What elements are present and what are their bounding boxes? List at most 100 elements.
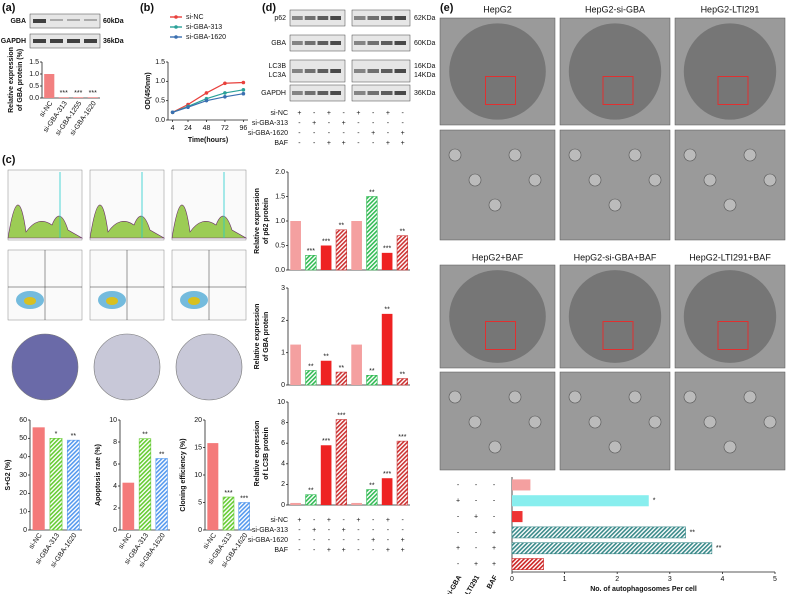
y-tick-label: 2 — [281, 317, 285, 324]
band — [317, 91, 329, 95]
x-tick-label: 72 — [221, 125, 229, 132]
significance: ** — [716, 545, 722, 552]
panel-label: (d) — [262, 2, 276, 14]
band — [381, 16, 393, 20]
colony-plate — [11, 333, 79, 401]
y-tick-label: 15 — [194, 444, 202, 451]
autophagosome — [588, 173, 602, 187]
y-tick-label: 10 — [19, 509, 27, 516]
significance: *** — [322, 438, 330, 445]
colony-plate — [175, 333, 243, 401]
significance: *** — [89, 90, 97, 97]
significance: *** — [240, 495, 248, 502]
bar — [366, 374, 378, 386]
y-axis-label: of GBA protein — [263, 312, 270, 362]
significance: *** — [337, 412, 345, 419]
image-title: HepG2+BAF — [472, 252, 524, 262]
band — [304, 91, 316, 95]
y-tick-label: 1.0 — [29, 71, 39, 78]
treatment-sign: - — [357, 140, 360, 147]
treatment-sign: + — [327, 110, 331, 117]
bar — [512, 511, 523, 523]
treatment-sign: - — [493, 498, 496, 505]
y-tick-label: 20 — [19, 490, 27, 497]
colony-plate — [93, 333, 161, 401]
cell — [449, 23, 546, 120]
x-tick-label: 4 — [720, 576, 724, 583]
y-tick-label: 2 — [113, 505, 117, 512]
band — [304, 16, 316, 20]
band — [367, 69, 379, 73]
bar — [238, 502, 250, 531]
autophagosome — [648, 415, 662, 429]
autophagosome — [608, 198, 622, 212]
blot-label: GBA — [10, 18, 26, 25]
treatment-sign: - — [298, 537, 301, 544]
significance: ** — [369, 482, 375, 489]
treatment-sign: - — [328, 120, 331, 127]
zoom-box — [717, 76, 749, 105]
panel-label: (b) — [140, 2, 154, 14]
bar — [335, 371, 348, 386]
band — [367, 41, 379, 45]
treatment-sign: + — [312, 120, 316, 127]
bar — [381, 478, 393, 505]
band — [381, 69, 393, 73]
y-axis-label: of p62 protein — [263, 198, 270, 244]
bar — [207, 443, 219, 530]
band — [50, 39, 63, 43]
autophagosome — [608, 440, 622, 454]
treatment-sign: - — [372, 527, 375, 534]
treatment-sign: + — [386, 547, 390, 554]
treatment-sign: + — [371, 537, 375, 544]
significance: ** — [159, 451, 165, 458]
bar — [320, 245, 332, 270]
treatment-sign: + — [456, 498, 460, 505]
x-tick-label: 24 — [184, 125, 192, 132]
y-tick-label: 60 — [19, 417, 27, 424]
x-tick-label: si-NC — [28, 532, 44, 550]
y-axis-label: of GBA protein (%) — [17, 49, 24, 111]
zoom-box — [602, 321, 634, 350]
treatment-sign: - — [328, 537, 331, 544]
autophagosome — [448, 390, 462, 404]
band — [317, 16, 329, 20]
band — [330, 16, 341, 20]
significance: *** — [224, 490, 232, 497]
treatment-sign: + — [356, 517, 360, 524]
panel-label: (c) — [2, 154, 16, 166]
treatment-sign: - — [298, 130, 301, 137]
autophagosome — [628, 390, 642, 404]
y-tick-label: 50 — [19, 435, 27, 442]
image-title: HepG2-LTI291+BAF — [689, 252, 771, 262]
y-tick-label: 0.5 — [29, 83, 39, 90]
treatment-sign: - — [475, 529, 478, 536]
legend-marker — [174, 25, 178, 29]
cell — [683, 23, 777, 120]
image-title: HepG2-si-GBA — [585, 4, 645, 14]
image-title: HepG2-si-GBA+BAF — [574, 252, 657, 262]
y-axis-label: of LC3B protein — [263, 427, 270, 480]
point — [223, 81, 227, 86]
cell — [568, 23, 662, 120]
y-tick-label: 0 — [113, 527, 117, 534]
x-axis-label: Time(hours) — [188, 137, 228, 144]
autophagosome — [468, 415, 482, 429]
bar — [305, 494, 317, 506]
significance: ** — [369, 189, 375, 196]
autophagosome — [528, 173, 542, 187]
autophagosome — [488, 198, 502, 212]
band — [304, 69, 316, 73]
significance: ** — [400, 371, 406, 378]
blot-label: p62 — [274, 15, 286, 22]
treatment-sign: + — [401, 537, 405, 544]
treatment-sign: + — [297, 517, 301, 524]
treatment-sign: - — [357, 120, 360, 127]
x-tick-label: 5 — [773, 576, 777, 583]
autophagosome — [528, 415, 542, 429]
treatment-label: BAF — [486, 574, 500, 591]
treatment-sign: + — [327, 517, 331, 524]
y-tick-label: 40 — [19, 454, 27, 461]
band — [394, 69, 406, 73]
